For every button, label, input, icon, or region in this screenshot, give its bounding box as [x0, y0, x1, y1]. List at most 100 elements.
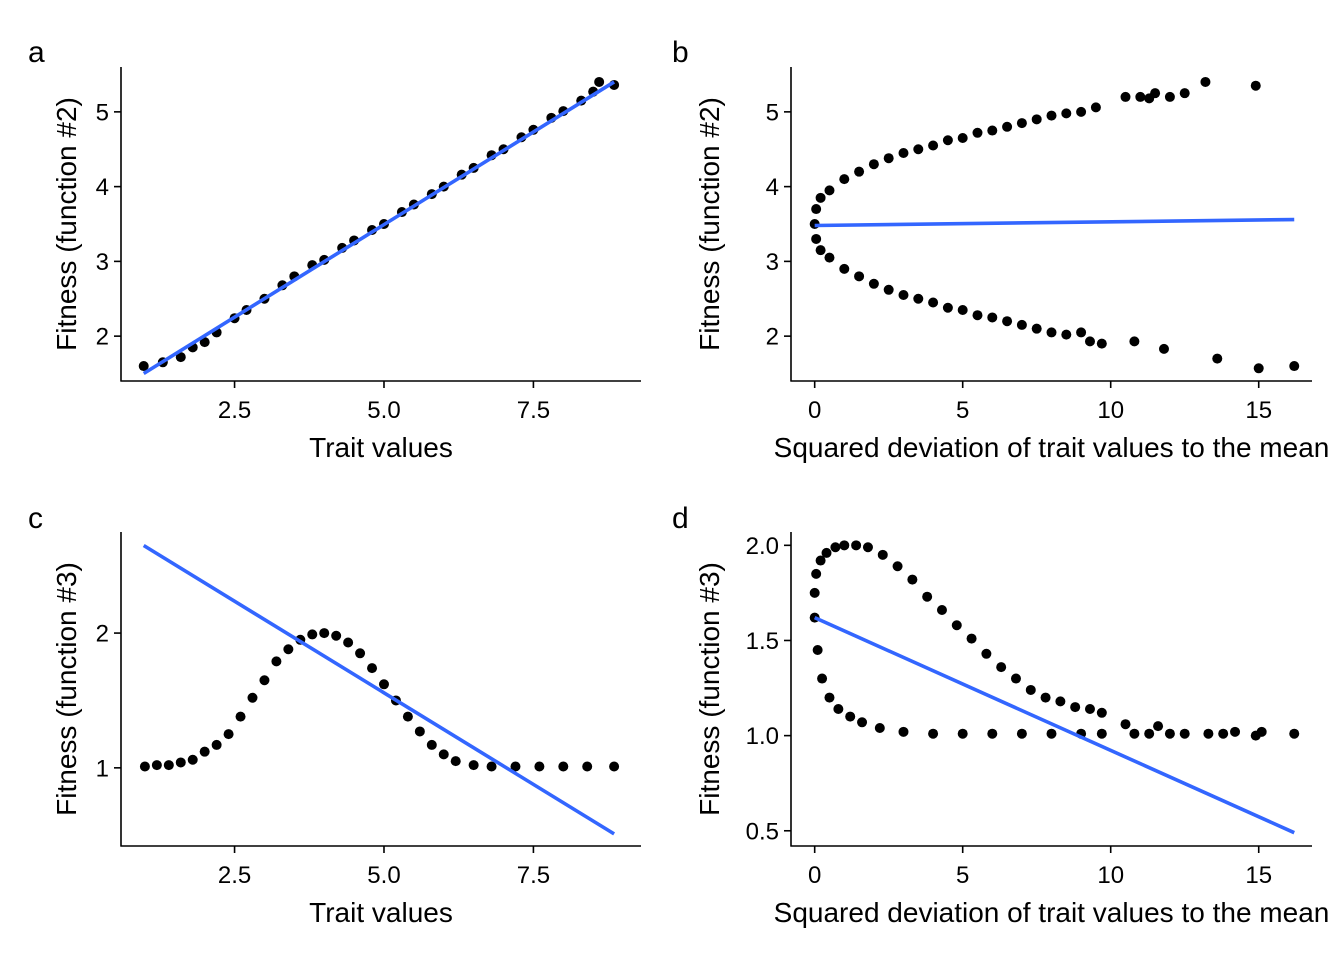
data-point: [811, 233, 822, 244]
data-point: [874, 723, 885, 734]
data-point: [957, 728, 968, 739]
data-point: [957, 133, 968, 144]
data-point: [247, 692, 258, 703]
y-tick-label: 2.0: [746, 533, 779, 560]
data-point: [1289, 361, 1300, 372]
data-point: [1070, 702, 1081, 713]
data-point: [981, 648, 992, 659]
y-tick-label: 1.0: [746, 723, 779, 750]
data-point: [1084, 703, 1095, 714]
x-axis-title: Squared deviation of trait values to the…: [774, 432, 1330, 463]
panel-a-tag: a: [28, 36, 45, 69]
data-point: [558, 761, 569, 772]
data-point: [259, 675, 270, 686]
data-point: [851, 540, 862, 551]
x-axis-title: Squared deviation of trait values to the…: [774, 897, 1330, 928]
data-point: [833, 703, 844, 714]
data-point: [1016, 728, 1027, 739]
data-point: [996, 662, 1007, 673]
y-tick-label: 1.5: [746, 628, 779, 655]
data-point: [1031, 114, 1042, 125]
data-point: [163, 760, 174, 771]
data-point: [486, 761, 497, 772]
data-point: [883, 284, 894, 295]
data-point: [824, 692, 835, 703]
data-point: [936, 605, 947, 616]
y-tick-label: 5: [766, 99, 779, 126]
data-point: [972, 310, 983, 321]
data-point: [987, 312, 998, 323]
y-tick-label: 3: [766, 249, 779, 276]
data-point: [815, 555, 826, 566]
data-point: [1046, 327, 1057, 338]
data-point: [199, 337, 210, 348]
data-point: [812, 644, 823, 655]
data-point: [1096, 707, 1107, 718]
data-point: [987, 125, 998, 136]
data-point: [824, 252, 835, 263]
y-tick-label: 0.5: [746, 818, 779, 845]
data-point: [175, 352, 186, 363]
y-tick-label: 4: [96, 174, 109, 201]
panel-b-tag: b: [672, 36, 689, 69]
data-point: [1061, 108, 1072, 119]
data-point: [1164, 91, 1175, 102]
data-point: [1010, 673, 1021, 684]
data-point: [892, 561, 903, 572]
data-point: [582, 761, 593, 772]
data-point: [450, 756, 461, 767]
data-point: [868, 278, 879, 289]
data-point: [824, 185, 835, 196]
data-point: [1129, 336, 1140, 347]
data-point: [414, 726, 425, 737]
data-point: [815, 192, 826, 203]
fit-line: [142, 543, 616, 836]
fit-line: [814, 217, 1295, 228]
data-point: [839, 540, 850, 551]
data-point: [1040, 692, 1051, 703]
data-point: [1135, 91, 1146, 102]
data-point: [1153, 721, 1164, 732]
data-point: [211, 739, 222, 750]
x-tick-label: 15: [1245, 397, 1272, 424]
data-point: [1016, 319, 1027, 330]
data-point: [343, 637, 354, 648]
x-axis-title: Trait values: [309, 432, 453, 463]
data-point: [928, 297, 939, 308]
data-point: [534, 761, 545, 772]
data-point: [1096, 728, 1107, 739]
data-point: [307, 629, 318, 640]
data-point: [845, 711, 856, 722]
panel-a: a 2.5 5.0 7.5 2 3 4 5 Trait values Fitness (func…: [28, 36, 641, 463]
data-point: [1230, 726, 1241, 737]
y-tick-label: 1: [96, 755, 109, 782]
data-point: [594, 76, 605, 87]
data-point: [922, 591, 933, 602]
data-point: [609, 761, 620, 772]
y-axis-title: Fitness (function #2): [51, 97, 82, 351]
data-point: [839, 174, 850, 185]
data-point: [898, 726, 909, 737]
x-tick-label: 7.5: [517, 397, 550, 424]
data-point: [957, 304, 968, 315]
x-tick-label: 5.0: [367, 397, 400, 424]
data-point: [1212, 353, 1223, 364]
data-point: [811, 568, 822, 579]
data-point: [1253, 363, 1264, 374]
y-axis-title: Fitness (function #2): [694, 97, 725, 351]
panel-b: b 0 5 10 15 2 3 4 5 Squared deviation of trait v…: [672, 36, 1329, 463]
data-point: [235, 711, 246, 722]
data-point: [868, 159, 879, 170]
data-point: [1025, 684, 1036, 695]
data-point: [199, 746, 210, 757]
data-point: [854, 271, 865, 282]
panel-d-tag: d: [672, 502, 689, 535]
data-point: [1046, 728, 1057, 739]
data-point: [809, 587, 820, 598]
data-point: [151, 760, 162, 771]
y-tick-label: 5: [96, 99, 109, 126]
data-point: [1076, 327, 1087, 338]
data-point: [1203, 728, 1214, 739]
data-point: [877, 549, 888, 560]
data-point: [1002, 121, 1013, 132]
